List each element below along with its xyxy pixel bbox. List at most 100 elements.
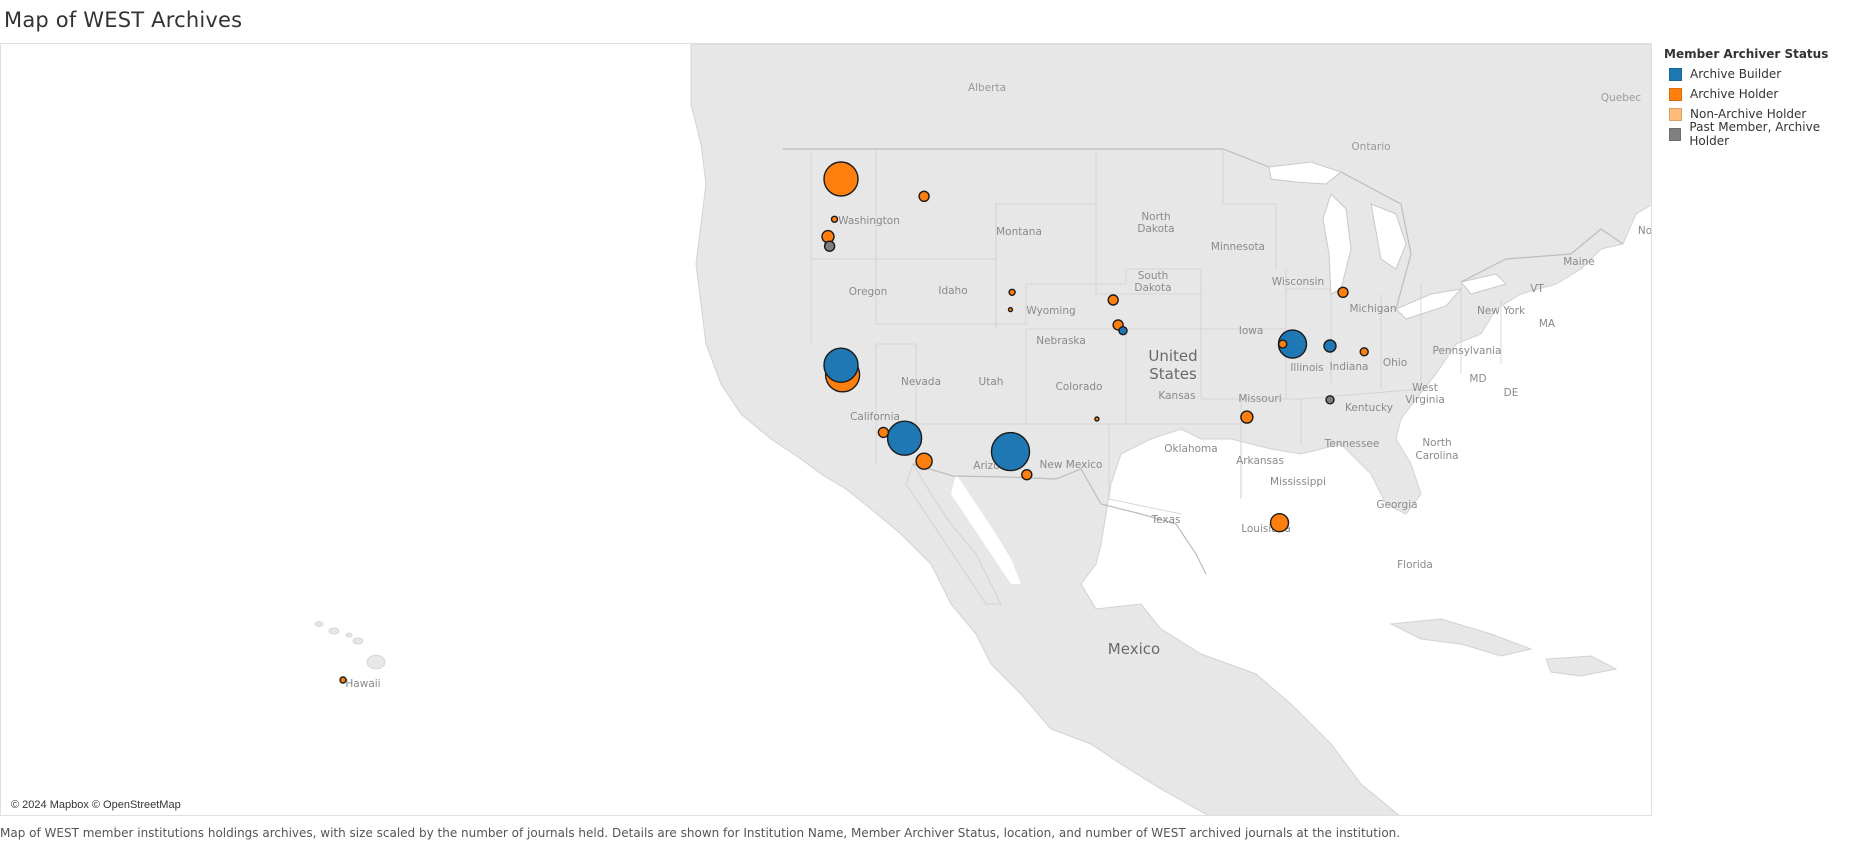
svg-text:Nevada: Nevada: [901, 376, 941, 388]
legend-item-archive-holder[interactable]: Archive Holder: [1664, 84, 1854, 104]
svg-text:Virginia: Virginia: [1405, 394, 1445, 406]
legend-label: Non-Archive Holder: [1690, 107, 1807, 121]
map-labels: Alberta Quebec Ontario United States Mex…: [345, 82, 1652, 690]
map-marker[interactable]: [1325, 395, 1335, 405]
map-view[interactable]: Alberta Quebec Ontario United States Mex…: [0, 43, 1652, 816]
map-marker[interactable]: [830, 215, 839, 224]
svg-text:West: West: [1412, 382, 1438, 394]
svg-text:Ohio: Ohio: [1383, 357, 1407, 369]
svg-text:North: North: [1422, 437, 1451, 449]
map-marker[interactable]: [1007, 306, 1014, 313]
map-marker[interactable]: [823, 161, 859, 197]
svg-text:California: California: [850, 411, 900, 423]
svg-text:Wisconsin: Wisconsin: [1272, 276, 1324, 288]
map-marker[interactable]: [1277, 339, 1288, 349]
svg-text:Kansas: Kansas: [1158, 390, 1195, 402]
map-marker[interactable]: [1269, 513, 1290, 533]
svg-text:Georgia: Georgia: [1376, 499, 1417, 511]
map-marker[interactable]: [1021, 469, 1033, 481]
map-marker[interactable]: [1359, 347, 1369, 357]
svg-text:Dakota: Dakota: [1134, 282, 1171, 294]
map-marker[interactable]: [990, 431, 1031, 472]
svg-text:DE: DE: [1504, 387, 1519, 399]
map-marker[interactable]: [1337, 286, 1349, 299]
legend-label: Archive Builder: [1690, 67, 1782, 81]
svg-text:Nebraska: Nebraska: [1036, 335, 1086, 347]
svg-text:Wyoming: Wyoming: [1026, 305, 1075, 317]
map-marker[interactable]: [918, 190, 930, 203]
legend-swatch: [1669, 87, 1682, 101]
marker-layer[interactable]: [339, 161, 1369, 684]
map-marker[interactable]: [339, 676, 347, 684]
svg-text:Carolina: Carolina: [1415, 450, 1458, 462]
svg-text:Hawaii: Hawaii: [345, 678, 380, 690]
state-boundaries: [810, 149, 1502, 515]
label-quebec: Quebec: [1601, 92, 1642, 104]
svg-text:Montana: Montana: [996, 226, 1042, 238]
legend-swatch: [1669, 107, 1682, 121]
map-attribution[interactable]: © 2024 Mapbox © OpenStreetMap: [9, 799, 183, 811]
label-united: United: [1148, 347, 1197, 365]
svg-text:Florida: Florida: [1397, 559, 1433, 571]
svg-text:Michigan: Michigan: [1349, 303, 1396, 315]
map-marker[interactable]: [915, 452, 933, 470]
svg-text:Oklahoma: Oklahoma: [1164, 443, 1217, 455]
legend-item-past-member[interactable]: Past Member, Archive Holder: [1664, 120, 1854, 148]
svg-text:New York: New York: [1477, 305, 1526, 317]
land-cuba: [1389, 618, 1533, 657]
gulf-of-california: [951, 474, 1021, 584]
legend-title: Member Archiver Status: [1664, 47, 1829, 61]
svg-text:South: South: [1138, 270, 1169, 282]
svg-text:New Mexico: New Mexico: [1040, 459, 1103, 471]
svg-text:VT: VT: [1530, 283, 1544, 295]
svg-text:Washington: Washington: [838, 215, 900, 227]
legend: Member Archiver Status Archive Builder A…: [1664, 47, 1854, 148]
svg-text:MA: MA: [1539, 318, 1556, 330]
map-marker[interactable]: [1240, 410, 1254, 424]
svg-text:Indiana: Indiana: [1330, 361, 1369, 373]
svg-text:North: North: [1141, 211, 1170, 223]
svg-text:Oregon: Oregon: [849, 286, 888, 298]
label-alberta: Alberta: [968, 82, 1006, 94]
map-marker[interactable]: [823, 240, 836, 252]
map-marker[interactable]: [886, 420, 923, 456]
map-marker[interactable]: [1008, 288, 1016, 297]
page-title: Map of WEST Archives: [4, 8, 243, 32]
legend-swatch: [1669, 127, 1682, 141]
label-mexico: Mexico: [1108, 640, 1160, 658]
map-marker[interactable]: [877, 426, 890, 439]
label-ontario: Ontario: [1351, 141, 1390, 153]
svg-text:Pennsylvania: Pennsylvania: [1433, 345, 1502, 357]
us-mexico-border: [912, 463, 1207, 575]
caption: Map of WEST member institutions holdings…: [0, 826, 1401, 840]
map-marker[interactable]: [1107, 294, 1119, 306]
legend-item-non-archive-holder[interactable]: Non-Archive Holder: [1664, 104, 1854, 124]
legend-label: Past Member, Archive Holder: [1689, 120, 1821, 148]
legend-swatch: [1669, 67, 1682, 81]
svg-text:No: No: [1638, 225, 1652, 237]
svg-text:Maine: Maine: [1563, 256, 1595, 268]
svg-text:Kentucky: Kentucky: [1345, 402, 1393, 414]
svg-text:Iowa: Iowa: [1239, 325, 1264, 337]
map-marker[interactable]: [823, 347, 859, 383]
map-marker[interactable]: [1094, 416, 1100, 422]
land-hawaii: [314, 621, 386, 670]
map-marker[interactable]: [1118, 326, 1128, 336]
legend-label: Archive Holder: [1690, 87, 1779, 101]
land-north-america: [690, 44, 1651, 815]
map-canvas[interactable]: Alberta Quebec Ontario United States Mex…: [1, 44, 1652, 816]
svg-text:Minnesota: Minnesota: [1211, 241, 1265, 253]
svg-text:MD: MD: [1469, 373, 1486, 385]
svg-text:Colorado: Colorado: [1056, 381, 1103, 393]
great-lakes: [1268, 161, 1507, 320]
land-baja: [905, 462, 1002, 605]
svg-text:Tennessee: Tennessee: [1324, 438, 1380, 450]
land-hispaniola: [1545, 655, 1618, 677]
map-marker[interactable]: [1323, 339, 1337, 353]
svg-text:Idaho: Idaho: [938, 285, 967, 297]
svg-text:Illinois: Illinois: [1290, 362, 1323, 374]
svg-text:Arkansas: Arkansas: [1236, 455, 1284, 467]
svg-text:Missouri: Missouri: [1238, 393, 1281, 405]
svg-text:Texas: Texas: [1150, 514, 1180, 526]
legend-item-archive-builder[interactable]: Archive Builder: [1664, 64, 1854, 84]
